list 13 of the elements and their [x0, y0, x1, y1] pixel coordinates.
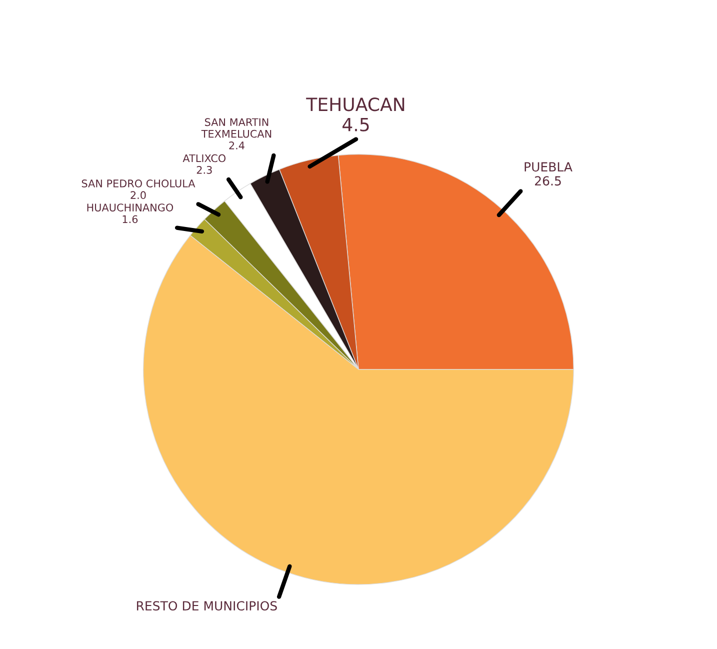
data-label: 4.5: [342, 118, 369, 132]
slice-label: HUAUCHINANGO: [87, 204, 174, 212]
slice-label: PUEBLA: [524, 162, 572, 172]
data-label: 2.0: [130, 191, 146, 200]
data-label: 26.5: [535, 176, 561, 186]
slice-label: SAN PEDRO CHOLULA: [82, 180, 196, 188]
slice-label: ATLIXCO: [182, 154, 226, 162]
slice-label: SAN MARTIN TEXMELUCAN: [201, 118, 272, 138]
data-label: 2.3: [196, 166, 212, 174]
data-label: 2.4: [229, 142, 244, 150]
data-label: 1.6: [122, 215, 138, 224]
slice-label: RESTO DE MUNICIPIOS: [136, 601, 277, 611]
slice-label: TEHUACAN: [306, 98, 404, 112]
